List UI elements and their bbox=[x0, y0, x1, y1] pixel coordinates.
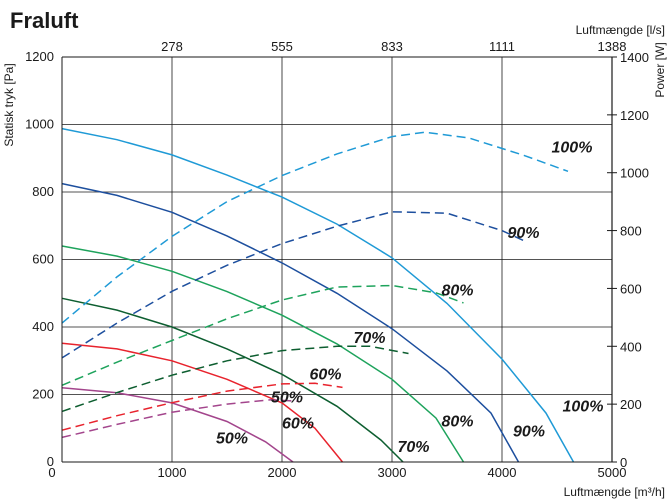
x-tick-label: 1000 bbox=[158, 465, 187, 480]
pressure-curve-label: 60% bbox=[282, 415, 314, 432]
y2-tick-label: 1000 bbox=[620, 166, 649, 181]
power-curve-50 bbox=[61, 399, 299, 439]
y-tick-label: 1200 bbox=[25, 49, 54, 64]
y-tick-label: 200 bbox=[32, 387, 54, 402]
power-curve-label: 60% bbox=[310, 367, 342, 384]
x-top-axis-label: Luftmængde [l/s] bbox=[576, 23, 665, 37]
x-tick-label: 0 bbox=[48, 465, 55, 480]
x-tick-label: 5000 bbox=[598, 465, 627, 480]
series-labels: 100% 90% 80% 70% 60% 50% 100% 90% 80% 70% 60% 50% bbox=[216, 139, 603, 455]
pressure-curve-label: 50% bbox=[216, 430, 248, 447]
power-curve-label: 80% bbox=[442, 283, 474, 300]
x-tick-label: 3000 bbox=[378, 465, 407, 480]
y2-tick-label: 1400 bbox=[620, 50, 649, 65]
x-tick-label: 4000 bbox=[488, 465, 517, 480]
power-curve-label: 50% bbox=[271, 390, 303, 407]
x-top-tick-label: 555 bbox=[271, 39, 293, 54]
y-tick-label: 800 bbox=[32, 184, 54, 199]
y-tick-label: 600 bbox=[32, 252, 54, 267]
y2-tick-label: 0 bbox=[620, 455, 627, 470]
pressure-curve-70 bbox=[61, 297, 404, 463]
axes bbox=[61, 56, 617, 463]
y2-tick-label: 600 bbox=[620, 281, 642, 296]
pressure-curve-80 bbox=[61, 245, 465, 463]
power-curve-label: 100% bbox=[552, 139, 593, 156]
power-curve-label: 90% bbox=[508, 225, 540, 242]
y-axis-label: Statisk tryk [Pa] bbox=[2, 63, 16, 146]
pressure-curve-50 bbox=[61, 387, 294, 463]
y2-tick-label: 800 bbox=[620, 224, 642, 239]
power-curve-70 bbox=[61, 345, 409, 413]
y2-tick-label: 400 bbox=[620, 339, 642, 354]
power-curve-100 bbox=[61, 131, 569, 324]
x-top-tick-label: 1388 bbox=[598, 39, 627, 54]
y-tick-label: 1000 bbox=[25, 117, 54, 132]
pressure-curve-100 bbox=[61, 127, 575, 463]
pressure-curve-label: 80% bbox=[442, 414, 474, 431]
pressure-curve-60 bbox=[61, 342, 344, 463]
series-layer bbox=[61, 127, 575, 463]
pressure-curve-label: 70% bbox=[398, 439, 430, 456]
x-top-tick-label: 278 bbox=[161, 39, 183, 54]
y2-tick-label: 200 bbox=[620, 397, 642, 412]
power-curve-60 bbox=[61, 382, 343, 431]
pressure-curve-label: 100% bbox=[563, 398, 604, 415]
x-axis-label: Luftmængde [m³/h] bbox=[564, 485, 665, 499]
y-tick-label: 0 bbox=[47, 454, 54, 469]
grid-lines bbox=[62, 56, 612, 462]
pressure-curve-90 bbox=[61, 182, 520, 463]
x-top-tick-label: 833 bbox=[381, 39, 403, 54]
power-curve-label: 70% bbox=[354, 330, 386, 347]
x-tick-label: 2000 bbox=[268, 465, 297, 480]
x-top-tick-label: 1111 bbox=[489, 39, 515, 54]
y2-tick-label: 1200 bbox=[620, 108, 649, 123]
y2-axis-label: Power [W] bbox=[653, 42, 667, 97]
power-curve-80 bbox=[61, 284, 464, 386]
pressure-curve-label: 90% bbox=[513, 424, 545, 441]
chart-title: Fraluft bbox=[10, 8, 79, 33]
y-tick-label: 400 bbox=[32, 319, 54, 334]
